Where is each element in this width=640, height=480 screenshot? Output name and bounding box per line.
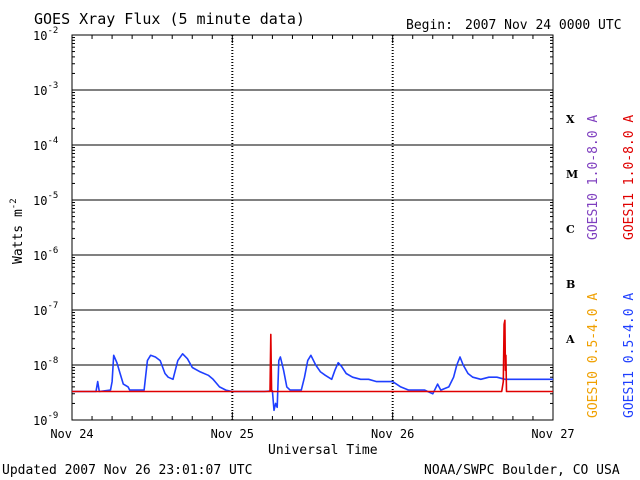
y-tick-base: 10 bbox=[33, 414, 47, 428]
legend-entry: GOES11 0.5-4.0 A bbox=[622, 293, 637, 418]
y-axis-ticks: 10-210-310-410-510-610-710-810-9 bbox=[33, 26, 553, 428]
x-axis-ticks: Nov 24 Nov 25 Nov 26 Nov 27 bbox=[50, 35, 575, 441]
y-tick-exp: -4 bbox=[47, 136, 58, 146]
y-tick-exp: -3 bbox=[47, 81, 58, 91]
y-tick-base: 10 bbox=[33, 194, 47, 208]
flare-class-label: M bbox=[566, 168, 578, 181]
y-tick-base: 10 bbox=[33, 139, 47, 153]
grid-lines bbox=[72, 35, 553, 420]
begin-value: 2007 Nov 24 0000 UTC bbox=[465, 18, 622, 33]
y-tick-base: 10 bbox=[33, 249, 47, 263]
y-tick-exp: -9 bbox=[47, 411, 58, 421]
y-tick-base: 10 bbox=[33, 29, 47, 43]
y-axis-label-group: Watts m-2 bbox=[9, 198, 26, 264]
data-series bbox=[72, 319, 553, 412]
y-tick-exp: -7 bbox=[47, 301, 58, 311]
x-tick-label: Nov 25 bbox=[211, 427, 254, 441]
series-line bbox=[72, 319, 553, 393]
y-tick-label: 10-9 bbox=[33, 411, 58, 428]
y-tick-label: 10-6 bbox=[33, 246, 58, 263]
flare-class-label: B bbox=[566, 278, 575, 291]
updated-timestamp: Updated 2007 Nov 26 23:01:07 UTC bbox=[2, 463, 252, 478]
flare-class-label: X bbox=[566, 113, 575, 126]
legend-entry: GOES10 0.5-4.0 A bbox=[586, 293, 601, 418]
y-axis-label-exp: -2 bbox=[9, 198, 19, 209]
y-tick-base: 10 bbox=[33, 359, 47, 373]
y-tick-label: 10-8 bbox=[33, 356, 58, 373]
y-tick-exp: -6 bbox=[47, 246, 58, 256]
flare-class-label: A bbox=[565, 333, 575, 346]
y-tick-label: 10-5 bbox=[33, 191, 58, 208]
y-tick-exp: -2 bbox=[47, 26, 58, 36]
y-tick-label: 10-3 bbox=[33, 81, 58, 98]
source-credit: NOAA/SWPC Boulder, CO USA bbox=[424, 463, 620, 478]
plot-frame bbox=[71, 34, 554, 421]
series-line bbox=[72, 352, 553, 412]
y-tick-exp: -5 bbox=[47, 191, 58, 201]
y-axis-label: Watts m-2 bbox=[9, 198, 26, 264]
y-tick-label: 10-4 bbox=[33, 136, 58, 153]
flare-class-label: C bbox=[566, 223, 575, 236]
flare-class-labels: X M C B A bbox=[565, 113, 578, 346]
y-tick-exp: -8 bbox=[47, 356, 58, 366]
chart-title: GOES Xray Flux (5 minute data) bbox=[34, 10, 305, 28]
begin-label: Begin: bbox=[406, 18, 453, 33]
x-tick-label: Nov 24 bbox=[50, 427, 93, 441]
x-tick-label: Nov 27 bbox=[531, 427, 574, 441]
y-axis-label-text: Watts m bbox=[11, 209, 26, 264]
y-tick-label: 10-2 bbox=[33, 26, 58, 43]
legend-entry: GOES10 1.0-8.0 A bbox=[586, 115, 601, 240]
y-tick-base: 10 bbox=[33, 84, 47, 98]
legend: GOES10 1.0-8.0 A GOES11 1.0-8.0 A GOES10 0… bbox=[586, 115, 637, 418]
x-tick-label: Nov 26 bbox=[371, 427, 414, 441]
y-tick-base: 10 bbox=[33, 304, 47, 318]
y-tick-label: 10-7 bbox=[33, 301, 58, 318]
legend-entry: GOES11 1.0-8.0 A bbox=[622, 115, 637, 240]
x-axis-label: Universal Time bbox=[268, 443, 378, 458]
